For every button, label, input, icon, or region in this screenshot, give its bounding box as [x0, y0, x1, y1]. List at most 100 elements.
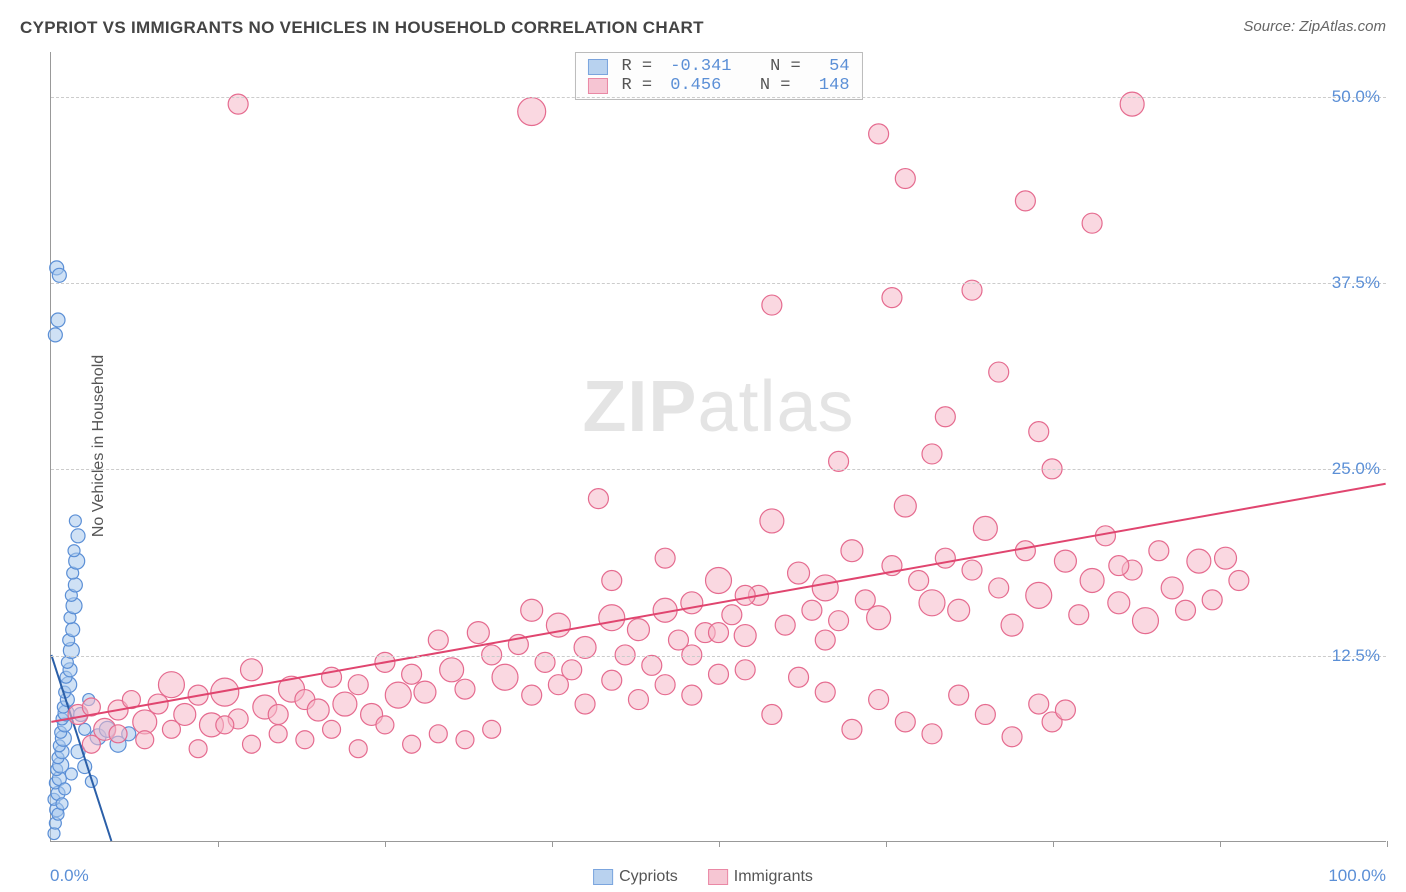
- data-point: [51, 313, 65, 327]
- data-point: [1029, 422, 1049, 442]
- source-link[interactable]: ZipAtlas.com: [1299, 18, 1386, 35]
- data-point: [403, 735, 421, 753]
- data-point: [109, 725, 127, 743]
- n-value: 54: [829, 57, 849, 76]
- x-axis-min-label: 0.0%: [50, 866, 89, 886]
- data-point: [1015, 541, 1035, 561]
- data-point: [682, 685, 702, 705]
- legend-stats-row: R = 0.456 N = 148: [587, 76, 849, 95]
- data-point: [895, 712, 915, 732]
- data-point: [52, 268, 66, 282]
- data-point: [841, 540, 863, 562]
- legend-item: Immigrants: [708, 868, 813, 886]
- data-point: [882, 288, 902, 308]
- data-point: [1055, 700, 1075, 720]
- data-point: [922, 724, 942, 744]
- data-point: [483, 720, 501, 738]
- x-tick: [385, 841, 386, 847]
- y-tick-label: 37.5%: [1332, 273, 1380, 293]
- data-point: [1082, 213, 1102, 233]
- data-point: [333, 692, 357, 716]
- gridline-h: [51, 97, 1386, 98]
- r-label: R =: [621, 57, 662, 76]
- data-point: [734, 625, 756, 647]
- data-point: [376, 716, 394, 734]
- data-point: [269, 725, 287, 743]
- data-point: [1229, 570, 1249, 590]
- chart-container: CYPRIOT VS IMMIGRANTS NO VEHICLES IN HOU…: [0, 0, 1406, 892]
- data-point: [241, 659, 263, 681]
- data-point: [68, 545, 80, 557]
- legend-swatch: [587, 59, 607, 75]
- data-point: [518, 98, 546, 126]
- data-point: [1108, 592, 1130, 614]
- legend-swatch: [587, 78, 607, 94]
- data-point: [962, 560, 982, 580]
- gridline-h: [51, 469, 1386, 470]
- data-point: [385, 682, 411, 708]
- data-point: [349, 740, 367, 758]
- data-point: [975, 704, 995, 724]
- data-point: [79, 723, 91, 735]
- data-point: [1187, 549, 1211, 573]
- data-point: [762, 295, 782, 315]
- data-point: [894, 495, 916, 517]
- r-value: 0.456: [670, 76, 721, 95]
- data-point: [706, 567, 732, 593]
- data-point: [789, 667, 809, 687]
- data-point: [867, 606, 891, 630]
- data-point: [522, 685, 542, 705]
- legend-swatch: [593, 869, 613, 885]
- data-point: [1120, 92, 1144, 116]
- data-point: [307, 699, 329, 721]
- data-point: [788, 562, 810, 584]
- x-tick: [1053, 841, 1054, 847]
- scatter-plot-svg: [51, 52, 1386, 841]
- data-point: [869, 690, 889, 710]
- chart-title: CYPRIOT VS IMMIGRANTS NO VEHICLES IN HOU…: [20, 18, 704, 38]
- data-point: [735, 660, 755, 680]
- data-point: [599, 605, 625, 631]
- data-point: [1001, 614, 1023, 636]
- data-point: [802, 600, 822, 620]
- data-point: [829, 611, 849, 631]
- data-point: [760, 509, 784, 533]
- x-tick: [552, 841, 553, 847]
- data-point: [842, 719, 862, 739]
- data-point: [655, 675, 675, 695]
- data-point: [989, 362, 1009, 382]
- data-point: [348, 675, 368, 695]
- data-point: [1029, 694, 1049, 714]
- x-tick: [719, 841, 720, 847]
- data-point: [973, 516, 997, 540]
- n-value: 148: [819, 76, 850, 95]
- data-point: [1080, 568, 1104, 592]
- data-point: [65, 768, 77, 780]
- data-point: [1054, 550, 1076, 572]
- gridline-h: [51, 283, 1386, 284]
- data-point: [681, 592, 703, 614]
- n-label: N =: [729, 76, 811, 95]
- data-point: [602, 670, 622, 690]
- x-axis-max-label: 100.0%: [1328, 866, 1386, 886]
- data-point: [414, 681, 436, 703]
- r-label: R =: [621, 76, 662, 95]
- data-point: [895, 169, 915, 189]
- x-tick: [1387, 841, 1388, 847]
- data-point: [428, 630, 448, 650]
- source-attribution: Source: ZipAtlas.com: [1243, 18, 1386, 35]
- x-tick: [1220, 841, 1221, 847]
- data-point: [655, 548, 675, 568]
- data-point: [296, 731, 314, 749]
- data-point: [59, 783, 71, 795]
- data-point: [722, 605, 742, 625]
- data-point: [775, 615, 795, 635]
- data-point: [1215, 547, 1237, 569]
- r-value: -0.341: [670, 57, 731, 76]
- data-point: [575, 694, 595, 714]
- data-point: [429, 725, 447, 743]
- data-point: [402, 664, 422, 684]
- data-point: [71, 529, 85, 543]
- data-point: [989, 578, 1009, 598]
- data-point: [627, 619, 649, 641]
